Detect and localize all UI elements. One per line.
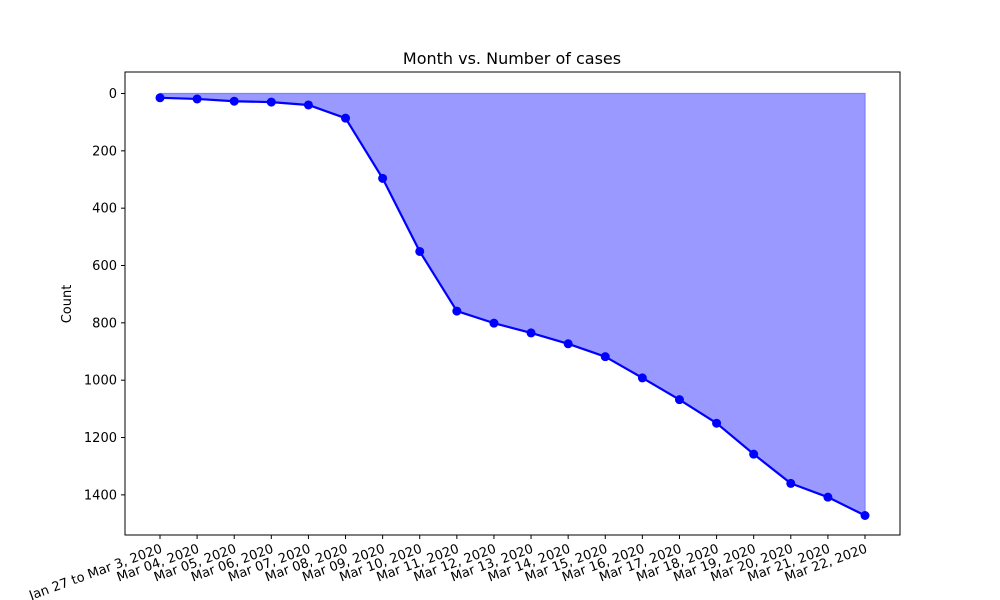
plot-area (155, 92, 870, 521)
data-point (637, 373, 647, 383)
data-point (563, 339, 573, 349)
data-point (860, 511, 870, 521)
y-tick-label: 1400 (84, 488, 117, 503)
data-point (415, 246, 425, 256)
data-point (266, 97, 276, 107)
y-tick-label: 0 (109, 87, 117, 102)
data-point (192, 94, 202, 104)
data-point (786, 478, 796, 488)
data-point (749, 449, 759, 459)
y-axis: 0 200 400 600 800 1000 1200 1400 (84, 87, 125, 503)
data-point (303, 100, 313, 110)
area-fill (159, 92, 866, 517)
y-tick-label: 200 (92, 144, 117, 159)
plot-frame (124, 71, 901, 536)
y-axis-label: Count (60, 285, 75, 324)
y-tick-label: 1200 (84, 431, 117, 446)
y-tick-label: 600 (92, 259, 117, 274)
data-point (452, 306, 462, 316)
chart-title: Month vs. Number of cases (403, 49, 621, 68)
data-point (674, 395, 684, 405)
data-point (712, 418, 722, 428)
y-tick-label: 400 (92, 202, 117, 217)
series-line (159, 96, 866, 517)
y-tick-label: 800 (92, 316, 117, 331)
data-point (600, 352, 610, 362)
data-point (341, 113, 351, 123)
data-point (229, 96, 239, 106)
data-point (489, 318, 499, 328)
data-point (823, 492, 833, 502)
data-point (155, 93, 165, 103)
data-point (526, 328, 536, 338)
y-tick-label: 1000 (84, 374, 117, 389)
data-point (378, 173, 388, 183)
